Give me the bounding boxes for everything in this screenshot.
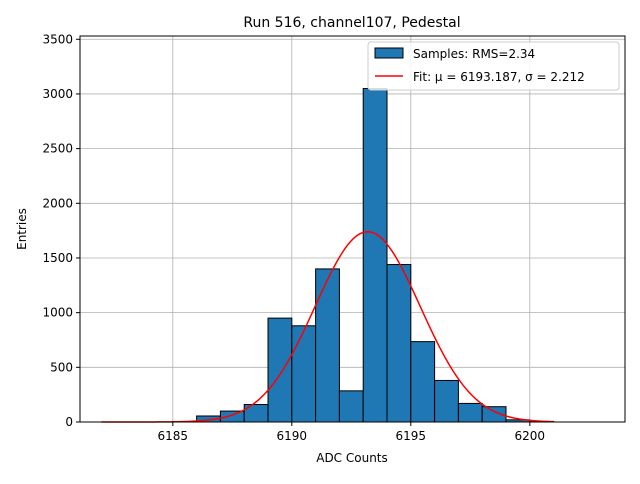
grid-lines [80, 36, 625, 423]
histogram-bar [219, 410, 245, 423]
legend-label-fit: Fit: μ = 6193.187, σ = 2.212 [413, 70, 585, 84]
chart-title: Run 516, channel107, Pedestal [243, 15, 460, 31]
histogram-bar [267, 317, 293, 423]
histogram-bar [315, 268, 340, 423]
x-tick-label: 6195 [396, 429, 427, 443]
y-tick-label: 2500 [42, 142, 73, 156]
histogram-bar [386, 264, 412, 423]
y-tick-label: 3500 [42, 32, 73, 46]
y-tick-label: 1000 [42, 306, 73, 320]
x-axis-label: ADC Counts [316, 451, 388, 465]
y-tick-label: 1500 [42, 251, 73, 265]
x-tick-label: 6185 [158, 429, 189, 443]
y-tick-label: 500 [50, 360, 73, 374]
histogram-bar [434, 379, 459, 423]
legend-swatch-samples [374, 47, 404, 59]
legend: Samples: RMS=2.34 Fit: μ = 6193.187, σ =… [367, 41, 620, 91]
histogram-bar [457, 402, 483, 423]
x-axis: 6185 6190 6195 6200 [158, 422, 546, 443]
y-tick-label: 3000 [42, 87, 73, 101]
histogram-bar [338, 390, 364, 423]
legend-label-samples: Samples: RMS=2.34 [413, 47, 535, 61]
histogram-bar [362, 87, 388, 423]
y-tick-label: 2000 [42, 196, 73, 210]
legend-box [367, 41, 620, 91]
x-tick-label: 6190 [277, 429, 308, 443]
histogram-bar [410, 341, 436, 423]
y-axis: 0 500 1000 1500 2000 2500 3000 3500 [42, 32, 80, 429]
histogram-bar [291, 325, 317, 423]
x-tick-label: 6200 [515, 429, 546, 443]
y-axis-label: Entries [15, 208, 29, 250]
plot-frame [79, 35, 626, 423]
y-tick-label: 0 [65, 415, 73, 429]
